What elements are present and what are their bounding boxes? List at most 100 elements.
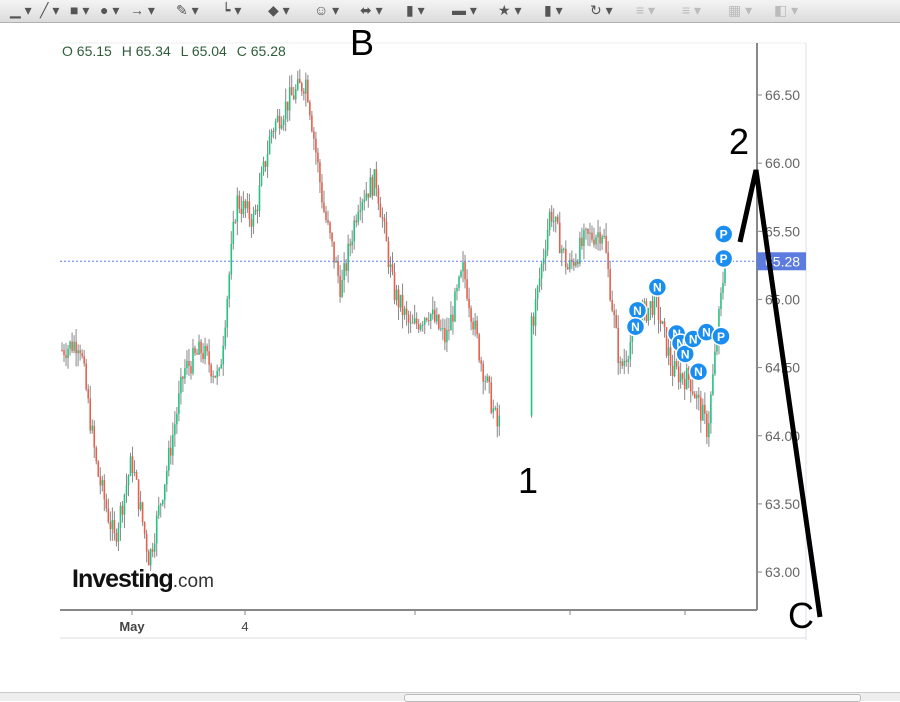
candle	[700, 397, 702, 421]
candle	[623, 360, 626, 366]
rectangle-icon[interactable]: ■ ▾	[70, 2, 90, 18]
candle	[121, 505, 124, 515]
candle	[303, 91, 305, 94]
candle	[147, 551, 150, 566]
candle	[81, 353, 83, 357]
smiley-icon[interactable]: ☺ ▾	[314, 2, 340, 18]
news-marker-P[interactable]	[713, 224, 734, 244]
pencil-icon[interactable]: ✎ ▾	[176, 2, 199, 18]
candle	[292, 95, 295, 100]
flowchart-icon[interactable]: ▮ ▾	[406, 2, 425, 18]
candle	[587, 228, 589, 234]
pen-icon[interactable]: ╱ ▾	[40, 2, 60, 18]
candle	[647, 307, 650, 321]
logo-suffix: .com	[172, 571, 214, 592]
candle	[212, 375, 214, 377]
candle	[673, 361, 676, 376]
line-color-icon[interactable]: ▁ ▾	[10, 2, 32, 18]
candle	[399, 294, 402, 308]
candle	[93, 425, 96, 448]
news-marker-N[interactable]	[647, 277, 668, 297]
cube-icon[interactable]: ▮ ▾	[544, 2, 563, 18]
candle	[667, 347, 670, 356]
double-arrow-icon[interactable]: ⬌ ▾	[360, 2, 383, 18]
candle	[117, 527, 120, 542]
news-marker-label: P	[720, 252, 728, 266]
candle	[548, 211, 551, 230]
candle	[61, 349, 63, 351]
annotation-two: 2	[729, 121, 749, 162]
candle	[567, 267, 569, 270]
candle	[474, 320, 476, 330]
candle	[440, 328, 442, 330]
candle	[264, 161, 267, 167]
candle	[353, 220, 356, 242]
arrange-icon[interactable]: ▦ ▾	[728, 2, 753, 18]
candle	[401, 294, 404, 316]
candle	[153, 543, 156, 552]
candle	[536, 286, 539, 300]
candle	[246, 201, 249, 209]
candle	[671, 365, 674, 376]
candle	[83, 356, 85, 364]
candle	[466, 279, 468, 299]
diamond-icon[interactable]: ◆ ▾	[268, 2, 290, 18]
star-icon[interactable]: ★ ▾	[498, 2, 522, 18]
candle	[337, 260, 339, 276]
candle	[397, 289, 400, 308]
candle	[266, 153, 269, 167]
candle	[716, 341, 718, 352]
candle	[712, 374, 714, 395]
candle	[188, 360, 190, 367]
candle	[286, 101, 289, 111]
candle	[133, 472, 136, 474]
arrow-icon[interactable]: → ▾	[130, 2, 155, 18]
news-marker-N[interactable]	[675, 344, 695, 364]
candle	[423, 318, 426, 325]
align-icon[interactable]: ≡ ▾	[636, 2, 656, 18]
candle	[218, 368, 220, 371]
candle	[365, 193, 368, 200]
candle	[85, 363, 87, 390]
candle	[534, 299, 537, 326]
candle	[462, 262, 464, 272]
candle	[232, 221, 235, 245]
candle	[691, 391, 694, 394]
distribute-icon[interactable]: ≡ ▾	[682, 2, 702, 18]
candle	[109, 521, 112, 530]
rotate-icon[interactable]: ↻ ▾	[590, 2, 613, 18]
candle	[617, 327, 619, 364]
callout-icon[interactable]: ▬ ▾	[452, 2, 477, 18]
candle	[290, 87, 293, 96]
news-marker-P[interactable]	[713, 248, 734, 269]
candle	[137, 479, 140, 510]
candle	[75, 341, 77, 354]
scrollbar-thumb[interactable]	[404, 694, 861, 702]
candle	[383, 218, 386, 222]
candle	[695, 394, 698, 399]
candle	[625, 360, 628, 362]
news-marker-P[interactable]	[711, 326, 731, 347]
candle	[143, 522, 146, 534]
candle	[544, 250, 547, 259]
candle	[627, 359, 630, 362]
news-marker-label: P	[717, 330, 725, 344]
candle	[367, 193, 370, 198]
candle	[379, 203, 382, 218]
ellipse-icon[interactable]: ● ▾	[100, 2, 120, 18]
shadow-icon[interactable]: ◧ ▾	[774, 2, 799, 18]
candle	[427, 320, 430, 322]
candle	[168, 447, 170, 471]
y-tick-label: 63.50	[765, 496, 800, 512]
connector-icon[interactable]: ┕ ▾	[222, 2, 242, 18]
drawn-wave-line	[737, 169, 823, 618]
news-marker-N[interactable]	[688, 361, 709, 382]
candle	[431, 309, 434, 315]
news-marker-N[interactable]	[625, 316, 646, 337]
logo-text: Investing	[72, 565, 174, 593]
candle	[552, 221, 555, 223]
candle	[413, 318, 416, 324]
candle	[107, 508, 110, 522]
candle	[564, 248, 567, 268]
